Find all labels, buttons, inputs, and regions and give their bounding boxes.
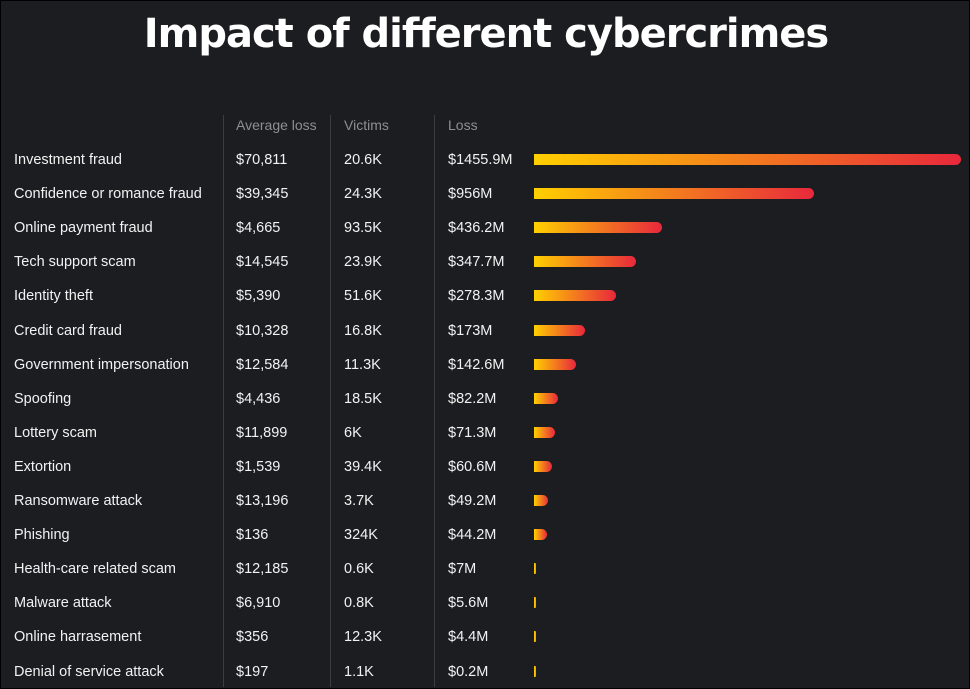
bar-investment-fraud xyxy=(534,154,961,165)
bar-tech-support-scam xyxy=(534,256,636,267)
loss-label-malware-attack: $5.6M xyxy=(448,595,489,611)
average-loss-online-payment-fraud: $4,665 xyxy=(236,220,281,236)
loss-label-lottery-scam: $71.3M xyxy=(448,425,497,441)
victims-malware-attack: 0.8K xyxy=(344,595,374,611)
victims-online-harrasement: 12.3K xyxy=(344,629,382,645)
average-loss-online-harrasement: $356 xyxy=(236,629,269,645)
category-label-credit-card-fraud: Credit card fraud xyxy=(14,323,122,339)
average-loss-credit-card-fraud: $10,328 xyxy=(236,323,289,339)
average-loss-extortion: $1,539 xyxy=(236,459,281,475)
category-label-phishing: Phishing xyxy=(14,527,70,543)
victims-government-impersonation: 11.3K xyxy=(344,357,381,373)
category-label-online-harrasement: Online harrasement xyxy=(14,629,142,645)
bar-phishing xyxy=(534,529,547,540)
victims-identity-theft: 51.6K xyxy=(344,288,382,304)
victims-online-payment-fraud: 93.5K xyxy=(344,220,382,236)
victims-investment-fraud: 20.6K xyxy=(344,152,382,168)
header-victims: Victims xyxy=(344,117,389,133)
average-loss-denial-of-service-attack: $197 xyxy=(236,664,269,680)
loss-label-health-care-related-scam: $7M xyxy=(448,561,477,577)
header-average-loss: Average loss xyxy=(236,117,317,133)
loss-label-identity-theft: $278.3M xyxy=(448,288,505,304)
bar-identity-theft xyxy=(534,290,616,301)
loss-label-phishing: $44.2M xyxy=(448,527,497,543)
loss-label-ransomware-attack: $49.2M xyxy=(448,493,497,509)
victims-denial-of-service-attack: 1.1K xyxy=(344,664,374,680)
bar-government-impersonation xyxy=(534,359,576,370)
victims-confidence-or-romance-fraud: 24.3K xyxy=(344,186,382,202)
divider-average-loss xyxy=(223,115,224,687)
bar-online-harrasement xyxy=(534,631,536,642)
category-label-spoofing: Spoofing xyxy=(14,391,72,407)
loss-label-online-payment-fraud: $436.2M xyxy=(448,220,505,236)
victims-health-care-related-scam: 0.6K xyxy=(344,561,374,577)
bar-malware-attack xyxy=(534,597,536,608)
victims-credit-card-fraud: 16.8K xyxy=(344,323,382,339)
average-loss-malware-attack: $6,910 xyxy=(236,595,281,611)
loss-label-government-impersonation: $142.6M xyxy=(448,357,505,373)
divider-victims xyxy=(330,115,331,687)
victims-ransomware-attack: 3.7K xyxy=(344,493,374,509)
loss-label-credit-card-fraud: $173M xyxy=(448,323,493,339)
victims-spoofing: 18.5K xyxy=(344,391,382,407)
category-label-denial-of-service-attack: Denial of service attack xyxy=(14,664,164,680)
bar-health-care-related-scam xyxy=(534,563,537,574)
bar-extortion xyxy=(534,461,552,472)
loss-label-investment-fraud: $1455.9M xyxy=(448,152,513,168)
bar-online-payment-fraud xyxy=(534,222,662,233)
bar-lottery-scam xyxy=(534,427,555,438)
average-loss-government-impersonation: $12,584 xyxy=(236,357,289,373)
victims-lottery-scam: 6K xyxy=(344,425,362,441)
category-label-lottery-scam: Lottery scam xyxy=(14,425,97,441)
category-label-government-impersonation: Government impersonation xyxy=(14,357,189,373)
loss-label-spoofing: $82.2M xyxy=(448,391,497,407)
category-label-investment-fraud: Investment fraud xyxy=(14,152,122,168)
category-label-tech-support-scam: Tech support scam xyxy=(14,254,136,270)
average-loss-spoofing: $4,436 xyxy=(236,391,281,407)
average-loss-ransomware-attack: $13,196 xyxy=(236,493,289,509)
bar-confidence-or-romance-fraud xyxy=(534,188,815,199)
loss-label-tech-support-scam: $347.7M xyxy=(448,254,505,270)
category-label-health-care-related-scam: Health-care related scam xyxy=(14,561,176,577)
average-loss-identity-theft: $5,390 xyxy=(236,288,281,304)
average-loss-phishing: $136 xyxy=(236,527,269,543)
loss-label-denial-of-service-attack: $0.2M xyxy=(448,664,489,680)
victims-phishing: 324K xyxy=(344,527,378,543)
category-label-extortion: Extortion xyxy=(14,459,72,475)
loss-label-online-harrasement: $4.4M xyxy=(448,629,489,645)
category-label-online-payment-fraud: Online payment fraud xyxy=(14,220,153,236)
bar-spoofing xyxy=(534,393,559,404)
divider-loss xyxy=(434,115,435,687)
victims-extortion: 39.4K xyxy=(344,459,382,475)
average-loss-health-care-related-scam: $12,185 xyxy=(236,561,289,577)
average-loss-lottery-scam: $11,899 xyxy=(236,425,288,441)
average-loss-investment-fraud: $70,811 xyxy=(236,152,288,168)
bar-denial-of-service-attack xyxy=(534,666,536,677)
loss-label-extortion: $60.6M xyxy=(448,459,497,475)
chart-title: Impact of different cybercrimes xyxy=(143,11,829,57)
header-loss: Loss xyxy=(448,117,478,133)
loss-label-confidence-or-romance-fraud: $956M xyxy=(448,186,493,202)
category-label-confidence-or-romance-fraud: Confidence or romance fraud xyxy=(14,186,202,202)
average-loss-confidence-or-romance-fraud: $39,345 xyxy=(236,186,289,202)
category-label-identity-theft: Identity theft xyxy=(14,288,93,304)
average-loss-tech-support-scam: $14,545 xyxy=(236,254,289,270)
bar-ransomware-attack xyxy=(534,495,549,506)
victims-tech-support-scam: 23.9K xyxy=(344,254,382,270)
bar-credit-card-fraud xyxy=(534,325,585,336)
category-label-malware-attack: Malware attack xyxy=(14,595,112,611)
category-label-ransomware-attack: Ransomware attack xyxy=(14,493,143,509)
